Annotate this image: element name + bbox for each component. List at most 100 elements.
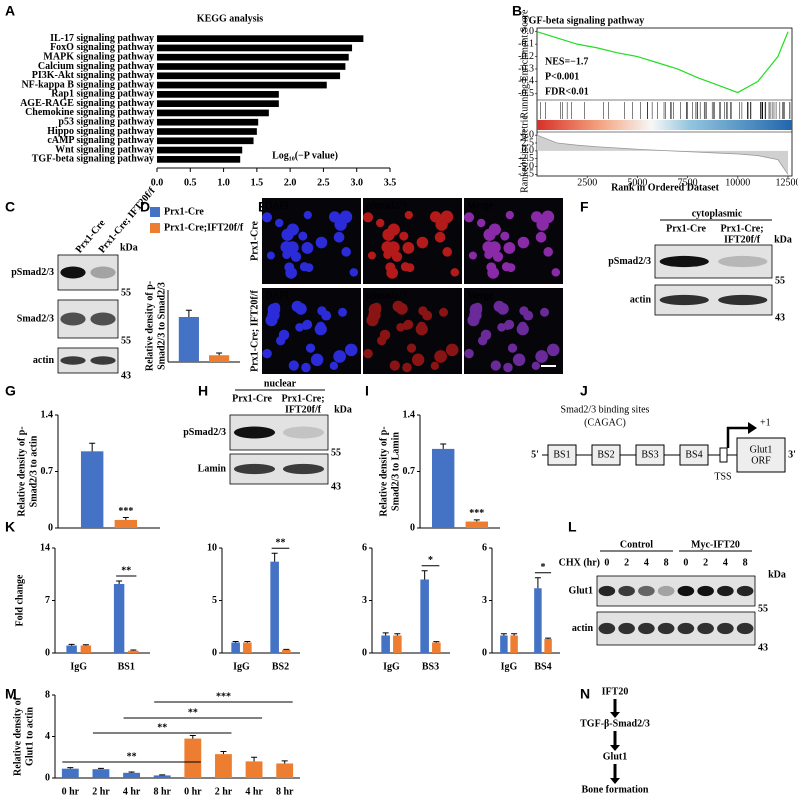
band — [718, 294, 768, 306]
x-tick-label: BS2 — [272, 661, 289, 672]
x-tick-label: IgG — [501, 661, 518, 672]
nucleus — [315, 236, 328, 249]
nucleus — [477, 218, 486, 228]
y-axis-label: Relative density of p- — [144, 281, 155, 371]
x-tick-label: 0 hr — [62, 786, 80, 797]
error-bar — [220, 751, 227, 755]
nucleus — [305, 343, 316, 353]
nucleus — [503, 242, 516, 254]
row-label: pSmad2/3 — [11, 267, 54, 278]
bar — [157, 53, 349, 61]
y-tick-label: 3 — [362, 595, 367, 606]
marker-label: 55 — [758, 603, 768, 614]
error-bar — [189, 734, 196, 739]
bar — [61, 768, 79, 778]
legend-label: Prx1-Cre;IFT20f/f — [164, 222, 244, 233]
nucleus — [418, 306, 428, 316]
error-bar — [185, 309, 192, 317]
channel-label: pSmad2/3 — [366, 200, 407, 211]
category-label: TGF-beta signaling pathway — [32, 154, 154, 165]
category-label: PI3K-Akt signaling pathway — [32, 70, 154, 81]
error-bar — [394, 633, 401, 636]
marker-label: 55 — [121, 287, 131, 298]
category-label: MAPK signaling pathway — [43, 52, 154, 63]
error-bar — [67, 767, 74, 769]
error-bar — [271, 552, 278, 562]
y-tick-label: -0.4 — [518, 76, 534, 87]
chart-title: TGF-beta signaling pathway — [522, 15, 644, 26]
bar — [215, 754, 232, 778]
nucleus — [261, 212, 273, 223]
significance: ** — [188, 707, 198, 718]
x-tick-label: 2.5 — [317, 177, 330, 188]
x-tick-label: 7500 — [678, 177, 698, 188]
annotation: FDR<0.01 — [545, 86, 589, 97]
bar — [157, 44, 353, 52]
x-tick-label: 3.5 — [384, 177, 397, 188]
panel-letter: N — [580, 686, 590, 702]
x-tick-label: 2 hr — [92, 786, 110, 797]
treatment-label: CHX (hr) — [559, 557, 600, 568]
bar — [276, 763, 294, 778]
error-bar — [128, 771, 135, 773]
time-label: 0 — [683, 557, 688, 568]
error-bar — [283, 648, 290, 650]
y2-tick-label: -7.5 — [518, 169, 534, 180]
band — [90, 266, 116, 279]
category-label: Chemokine signaling pathway — [25, 107, 154, 118]
diagram-title: Smad2/3 binding sites — [561, 404, 650, 415]
panel-letter: B — [512, 3, 522, 19]
binding-site — [547, 444, 577, 466]
nucleus — [403, 319, 414, 330]
band — [677, 622, 695, 635]
y-tick-label: 8 — [45, 689, 50, 700]
bar — [184, 738, 202, 778]
plot-frame — [536, 27, 793, 177]
nucleus — [434, 350, 447, 363]
band — [60, 266, 86, 279]
band — [282, 463, 325, 475]
nucleus — [468, 251, 477, 260]
marker-label: 55 — [331, 447, 341, 458]
x-tick-label: 0 hr — [184, 786, 202, 797]
x-tick-label: 8 hr — [276, 786, 294, 797]
nucleus — [362, 212, 374, 223]
binding-site — [591, 444, 621, 466]
row-label: Lamin — [198, 463, 227, 474]
nucleus — [363, 348, 373, 359]
bar — [510, 635, 518, 653]
nucleus — [295, 322, 304, 332]
nucleus — [430, 361, 440, 371]
y-axis-label: Relative density of p- — [378, 426, 389, 516]
site-label: BS4 — [685, 449, 702, 460]
nucleus — [404, 210, 413, 220]
bar — [153, 775, 171, 778]
unit-label: kDa — [120, 242, 138, 253]
time-label: 8 — [743, 557, 748, 568]
bar — [157, 137, 254, 145]
y-tick-label: 3 — [482, 595, 487, 606]
bar — [157, 100, 279, 107]
y-axis-label: Smad2/3 to Smad2/3 — [156, 282, 167, 370]
nucleus — [288, 360, 299, 371]
category-label: Wnt signaling pathway — [55, 144, 154, 155]
nucleus — [504, 319, 515, 330]
nucleus — [507, 343, 518, 353]
category-label: IL-17 signaling pathway — [50, 33, 154, 44]
end-label: 5' — [531, 449, 539, 460]
significance: * — [541, 562, 546, 573]
error-bar — [421, 570, 428, 580]
significance: * — [428, 555, 433, 566]
bar — [534, 588, 542, 653]
significance: ** — [157, 722, 167, 733]
bar — [270, 561, 279, 653]
nucleus — [329, 361, 339, 371]
nucleus — [301, 362, 311, 373]
nucleus — [284, 262, 295, 273]
column-label: Prx1-Cre — [232, 393, 272, 404]
y-axis-label: Smad2/3 to actin — [28, 435, 39, 507]
site-label: BS2 — [597, 449, 614, 460]
error-bar — [433, 641, 440, 643]
nucleus — [377, 336, 387, 346]
time-label: 8 — [664, 557, 669, 568]
